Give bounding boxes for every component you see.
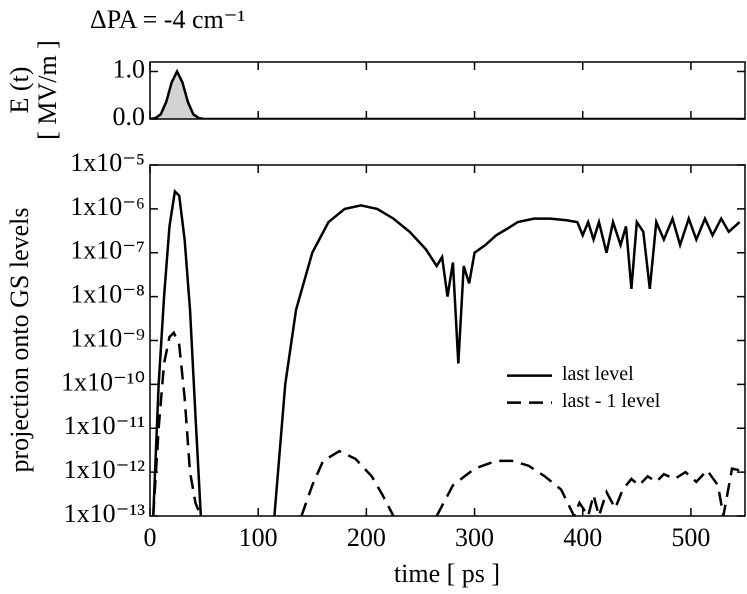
plot-area — [150, 68, 745, 119]
legend-label: last - 1 level — [562, 390, 661, 412]
y-tick-label: 1x10⁻⁶ — [70, 192, 145, 221]
y-tick-label: 0.0 — [113, 102, 146, 131]
series-line — [151, 330, 740, 516]
y-tick-label: 1x10⁻¹³ — [64, 499, 146, 528]
y-tick-label: 1x10⁻¹⁰ — [61, 367, 145, 396]
x-tick-label: 200 — [347, 523, 386, 552]
legend-label: last level — [562, 363, 634, 385]
y-axis-label: E (t) — [5, 67, 34, 114]
y-tick-label: 1.0 — [113, 54, 146, 83]
x-tick-label: 500 — [671, 523, 710, 552]
y-tick-label: 1x10⁻⁹ — [70, 323, 145, 352]
y-axis-label: projection onto GS levels — [5, 207, 34, 472]
x-tick-label: 400 — [563, 523, 602, 552]
plot-area — [151, 188, 741, 516]
series-line — [150, 68, 745, 119]
plot-frame — [149, 61, 746, 120]
plot-frame — [149, 164, 746, 517]
pulse-area — [150, 71, 745, 119]
x-tick-label: 100 — [239, 523, 278, 552]
series-line — [151, 188, 741, 516]
panel-title: ΔPA = -4 cm⁻¹ — [90, 5, 245, 34]
x-axis-label: time [ ps ] — [394, 559, 500, 588]
x-tick-label: 300 — [455, 523, 494, 552]
y-tick-label: 1x10⁻⁷ — [70, 236, 145, 265]
y-tick-label: 1x10⁻⁸ — [70, 280, 145, 309]
x-tick-label: 0 — [144, 523, 157, 552]
y-tick-label: 1x10⁻¹¹ — [64, 411, 145, 440]
y-tick-label: 1x10⁻¹² — [64, 455, 146, 484]
y-axis-unit: [ MV/m ] — [33, 40, 62, 140]
y-tick-label: 1x10⁻⁵ — [70, 148, 145, 177]
